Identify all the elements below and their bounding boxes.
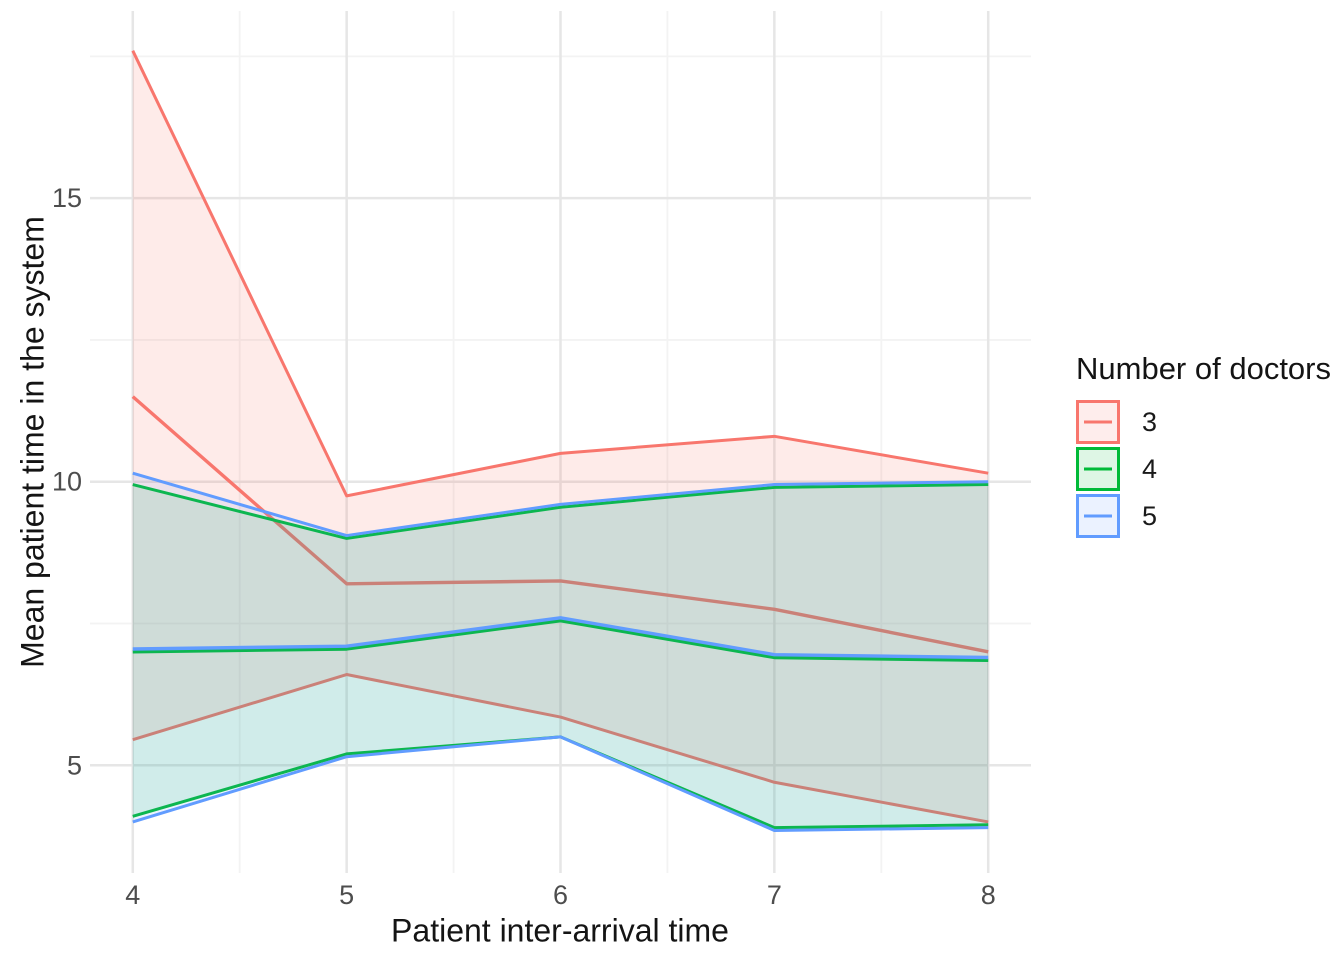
legend-label-4: 4	[1142, 453, 1158, 484]
ribbon-upper-edge-5	[132, 471, 989, 538]
ribbon-upper-edge-4	[132, 483, 989, 540]
x-tick-label: 5	[339, 880, 354, 910]
legend-swatch-red-icon	[1076, 400, 1120, 444]
x-tick-label: 6	[553, 880, 568, 910]
ribbon-5-doctors	[132, 473, 989, 831]
x-tick-label: 8	[981, 880, 996, 910]
ribbon-lower-edge-3	[132, 673, 989, 824]
legend-key-3-doctors: 3	[1076, 400, 1331, 444]
legend-label-5: 5	[1142, 500, 1158, 531]
ribbon-lower-edge-5	[132, 735, 989, 832]
y-axis-title: Mean patient time in the system	[14, 216, 51, 668]
y-tick-label: 15	[52, 183, 82, 213]
ribbon-upper-edge-3	[131, 50, 989, 498]
mean-line-5-doctors	[132, 616, 989, 660]
legend: Number of doctors 3 4 5	[1076, 351, 1331, 541]
legend-swatch-green-icon	[1076, 447, 1120, 491]
ribbon-4-doctors	[132, 484, 989, 828]
x-tick-label: 7	[767, 880, 782, 910]
legend-swatch-blue-line-icon	[1084, 514, 1112, 518]
ribbon-3-doctors	[132, 50, 989, 822]
y-tick-label: 10	[52, 467, 82, 497]
legend-swatch-blue-icon	[1076, 494, 1120, 538]
x-axis-title: Patient inter-arrival time	[391, 912, 729, 949]
y-tick-label: 5	[67, 750, 82, 780]
x-tick-label: 4	[125, 880, 140, 910]
legend-label-3: 3	[1142, 406, 1158, 437]
legend-swatch-red-line-icon	[1084, 420, 1112, 424]
mean-line-4-doctors	[132, 618, 989, 663]
legend-title: Number of doctors	[1076, 351, 1331, 386]
legend-swatch-green-line-icon	[1084, 467, 1112, 471]
legend-key-5-doctors: 5	[1076, 494, 1331, 538]
legend-key-4-doctors: 4	[1076, 447, 1331, 491]
